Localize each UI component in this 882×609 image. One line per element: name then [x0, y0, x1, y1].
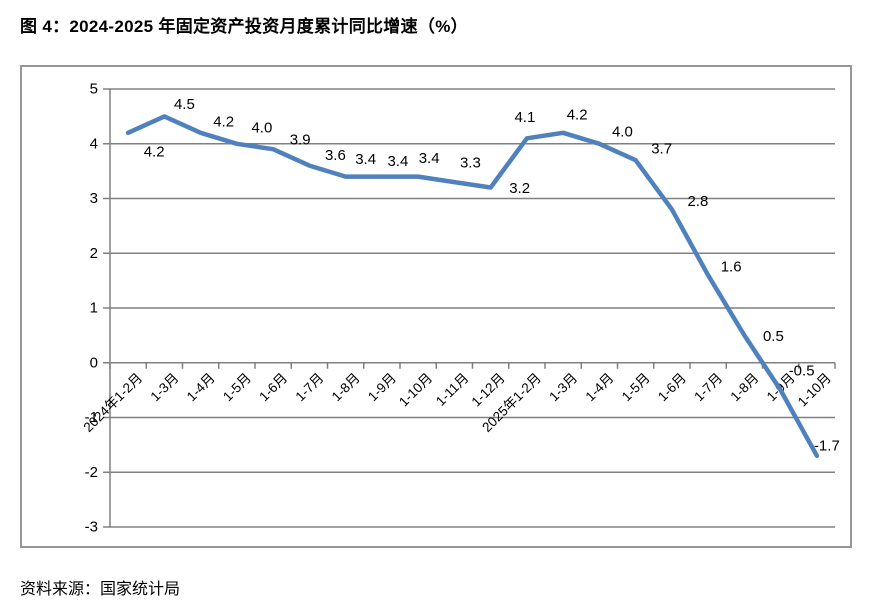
data-label: 4.2 — [144, 143, 165, 160]
data-label: 3.3 — [460, 155, 481, 172]
x-axis-label: 1-4月 — [583, 370, 617, 404]
x-axis-label: 1-7月 — [293, 370, 327, 404]
data-label: 3.6 — [325, 147, 346, 164]
y-axis-label: 4 — [90, 135, 98, 152]
x-axis-label: 1-10月 — [396, 370, 435, 409]
x-axis-label: 2024年1-2月 — [81, 370, 146, 435]
data-label: 3.7 — [651, 141, 672, 158]
x-axis-label: 1-5月 — [220, 370, 254, 404]
data-label: 4.0 — [251, 119, 272, 136]
data-label: -0.5 — [789, 363, 815, 380]
y-axis-label: 2 — [90, 245, 98, 262]
y-axis-label: -2 — [85, 464, 98, 481]
y-axis-label: 5 — [90, 81, 98, 98]
data-label: 4.2 — [567, 106, 588, 123]
x-axis-label: 1-4月 — [184, 370, 218, 404]
y-axis-label: 0 — [90, 354, 98, 371]
data-label: 2.8 — [687, 193, 708, 210]
x-axis-label: 1-6月 — [655, 370, 689, 404]
x-axis-label: 1-8月 — [728, 370, 762, 404]
data-label: 3.2 — [509, 180, 530, 197]
data-label: 3.9 — [290, 132, 311, 149]
x-axis-label: 1-8月 — [329, 370, 363, 404]
data-label: -1.7 — [814, 437, 840, 454]
y-axis-label: 3 — [90, 190, 98, 207]
y-axis-label: -3 — [85, 519, 98, 536]
data-label: 4.0 — [612, 123, 633, 140]
data-label: 4.1 — [514, 109, 535, 126]
x-axis-label: 1-3月 — [148, 370, 182, 404]
x-axis-label: 1-11月 — [433, 370, 472, 409]
x-axis-label: 1-5月 — [619, 370, 653, 404]
chart-title: 图 4：2024-2025 年固定资产投资月度累计同比增速（%） — [20, 17, 468, 36]
x-axis-label: 1-6月 — [256, 370, 290, 404]
x-axis-label: 1-3月 — [546, 370, 580, 404]
data-label: 3.4 — [387, 153, 408, 170]
data-label: 3.4 — [419, 150, 440, 167]
data-label: 1.6 — [721, 259, 742, 276]
x-axis-label: 1-9月 — [365, 370, 399, 404]
y-axis-label: 1 — [90, 300, 98, 317]
source-note: 资料来源：国家统计局 — [20, 581, 181, 598]
y-axis-label: -1 — [85, 409, 98, 426]
data-label: 4.2 — [213, 113, 234, 130]
x-axis-label: 1-7月 — [691, 370, 725, 404]
data-label: 3.4 — [355, 151, 376, 168]
series-line — [125, 114, 820, 459]
data-label: 0.5 — [763, 328, 784, 345]
data-label: 4.5 — [174, 96, 195, 113]
chart-frame: 5 4 3 2 1 0 -1 -2 -3 2024年1-2月 1-3月 1-4月 1-5月 1-6月 1-7… — [20, 65, 852, 548]
